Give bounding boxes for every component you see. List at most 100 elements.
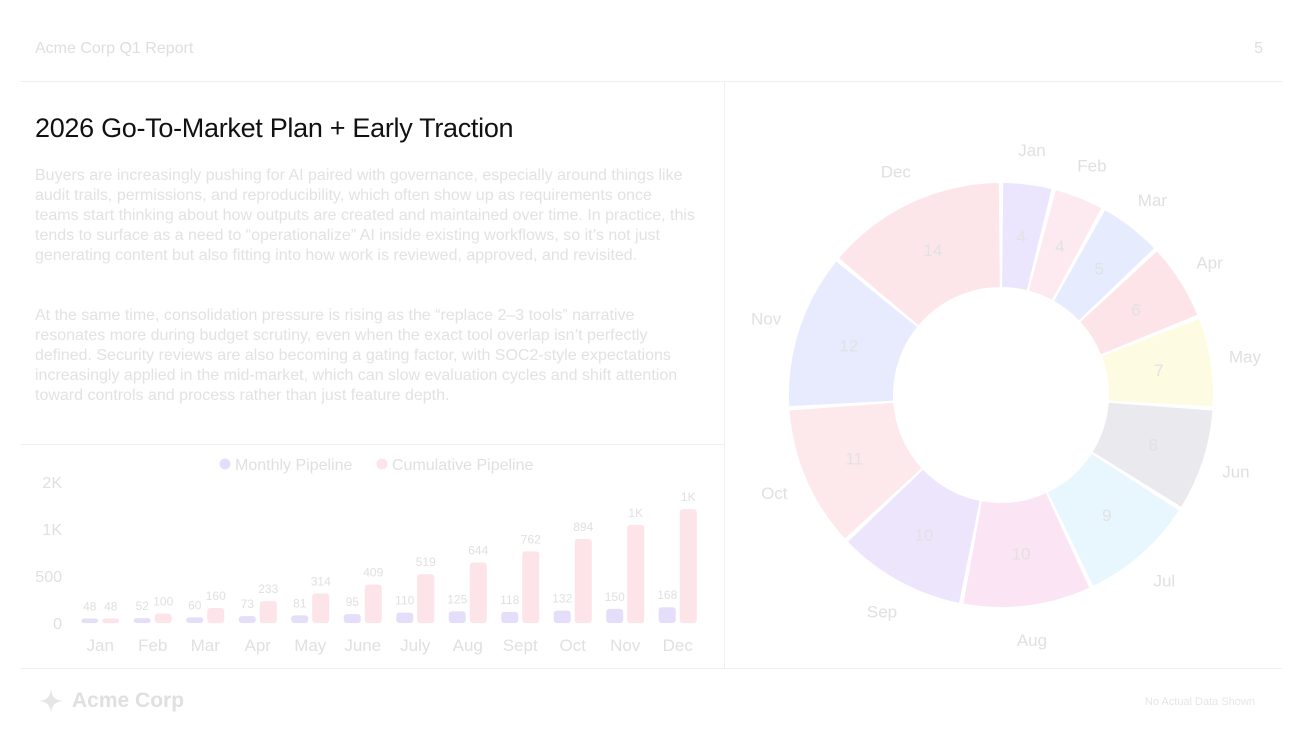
x-tick-label: May — [294, 636, 327, 655]
footer-logo: Acme Corp — [38, 688, 184, 714]
slice-category-label: Apr — [1196, 254, 1223, 273]
cumulative-bar — [679, 509, 697, 623]
bar-data-label: 48 — [104, 599, 118, 613]
slice-category-label: Jun — [1222, 462, 1249, 481]
donut-slice — [839, 183, 1000, 326]
cumulative-bar — [417, 574, 435, 623]
bar-data-label: 73 — [241, 597, 255, 611]
bar-data-label: 160 — [206, 589, 226, 603]
slice-value-label: 4 — [1055, 237, 1064, 256]
page-number: 5 — [1254, 40, 1263, 57]
y-tick-label: 0 — [53, 616, 62, 633]
footer-divider — [20, 668, 1282, 669]
slice-category-label: Jan — [1018, 141, 1045, 160]
body-paragraph-1: Buyers are increasingly pushing for AI p… — [35, 167, 695, 264]
monthly-bar — [606, 608, 624, 623]
slice-category-label: Jul — [1153, 571, 1175, 590]
monthly-bar — [291, 615, 309, 623]
y-tick-label: 1K — [42, 522, 62, 539]
slice-value-label: 7 — [1154, 361, 1163, 380]
x-tick-label: Sept — [503, 636, 538, 655]
bar-data-label: 118 — [500, 593, 519, 607]
monthly-bar — [501, 611, 519, 623]
donut-slice — [1002, 183, 1052, 291]
legend-marker — [219, 458, 231, 470]
sparkle-icon — [39, 689, 63, 713]
slice-category-label: Dec — [881, 163, 912, 182]
monthly-bar — [343, 614, 361, 623]
donut-slice — [789, 402, 922, 539]
cumulative-bar — [522, 551, 540, 623]
monthly-bar — [81, 618, 99, 623]
slice-category-label: Aug — [1017, 631, 1047, 650]
donut-slice — [847, 469, 980, 603]
footer-note: No Actual Data Shown — [1144, 696, 1255, 708]
y-tick-label: 500 — [35, 569, 62, 586]
slice-value-label: 14 — [923, 241, 942, 260]
donut-slice — [789, 261, 918, 407]
x-tick-label: June — [344, 636, 381, 655]
slice-category-label: Sep — [867, 602, 897, 621]
bar-data-label: 132 — [552, 592, 572, 606]
cumulative-bar — [574, 538, 592, 623]
bar-data-label: 125 — [447, 592, 467, 606]
slice-value-label: 11 — [845, 450, 863, 469]
bar-data-label: 168 — [657, 588, 677, 602]
bar-data-label: 81 — [293, 596, 307, 610]
donut-slice — [1054, 210, 1155, 321]
cumulative-bar — [364, 584, 382, 623]
pipeline-bar-chart: Monthly Pipeline Cumulative Pipeline 0 500 1… — [35, 457, 697, 655]
slide-title: 2026 Go-To-Market Plan + Early Traction — [35, 113, 514, 143]
bar-data-label: 762 — [521, 532, 541, 546]
bar-data-label: 48 — [83, 599, 97, 613]
slice-value-label: 10 — [1012, 545, 1031, 564]
cumulative-bar — [469, 562, 487, 623]
monthly-bar — [238, 616, 256, 623]
cumulative-bar — [102, 618, 120, 623]
bar-data-label: 1K — [628, 506, 643, 520]
monthly-bar — [186, 617, 204, 623]
bar-data-label: 100 — [153, 595, 173, 609]
cumulative-bar — [207, 607, 225, 623]
bar-data-label: 894 — [573, 520, 593, 534]
cumulative-bar — [259, 601, 277, 623]
chart-divider — [20, 444, 724, 445]
monthly-bar — [448, 611, 466, 623]
header-divider — [20, 81, 1282, 82]
footer-logo-text: Acme Corp — [72, 689, 185, 712]
donut-slice — [1028, 190, 1102, 300]
bar-data-label: 110 — [395, 594, 414, 608]
slice-value-label: 10 — [914, 526, 933, 545]
x-tick-label: Jan — [87, 636, 114, 655]
cumulative-bar — [312, 593, 330, 623]
bar-data-label: 150 — [605, 590, 625, 604]
slice-category-label: Feb — [1077, 156, 1106, 175]
donut-slice — [1080, 251, 1198, 355]
x-tick-label: Oct — [560, 636, 587, 655]
x-tick-label: Feb — [138, 636, 167, 655]
y-tick-label: 2K — [42, 475, 62, 492]
x-tick-label: Mar — [191, 636, 221, 655]
slice-value-label: 6 — [1131, 300, 1140, 319]
monthly-bar — [658, 607, 676, 623]
monthly-donut-chart: 4 Jan 4 Feb 5 Mar 6 Apr 7 May 8 Jun 9 Jul 10 Aug 10 Sep 11… — [751, 141, 1262, 650]
cumulative-bar — [154, 613, 172, 623]
slice-value-label: 8 — [1148, 435, 1157, 454]
bar-data-label: 1K — [681, 490, 696, 504]
bar-data-label: 314 — [311, 574, 331, 588]
monthly-bar — [553, 610, 571, 623]
x-tick-label: Nov — [610, 636, 641, 655]
x-tick-label: Apr — [245, 636, 272, 655]
slice-category-label: May — [1229, 347, 1262, 366]
cumulative-bar — [627, 524, 645, 623]
donut-slice — [1101, 319, 1213, 407]
monthly-bar — [396, 612, 414, 623]
bar-data-label: 644 — [468, 543, 488, 557]
bar-data-label: 519 — [416, 555, 436, 569]
bar-data-label: 233 — [258, 582, 278, 596]
x-tick-label: July — [400, 636, 431, 655]
slice-category-label: Mar — [1138, 191, 1168, 210]
bar-data-label: 409 — [363, 566, 383, 580]
slice-value-label: 4 — [1016, 227, 1025, 246]
report-title: Acme Corp Q1 Report — [35, 40, 194, 57]
